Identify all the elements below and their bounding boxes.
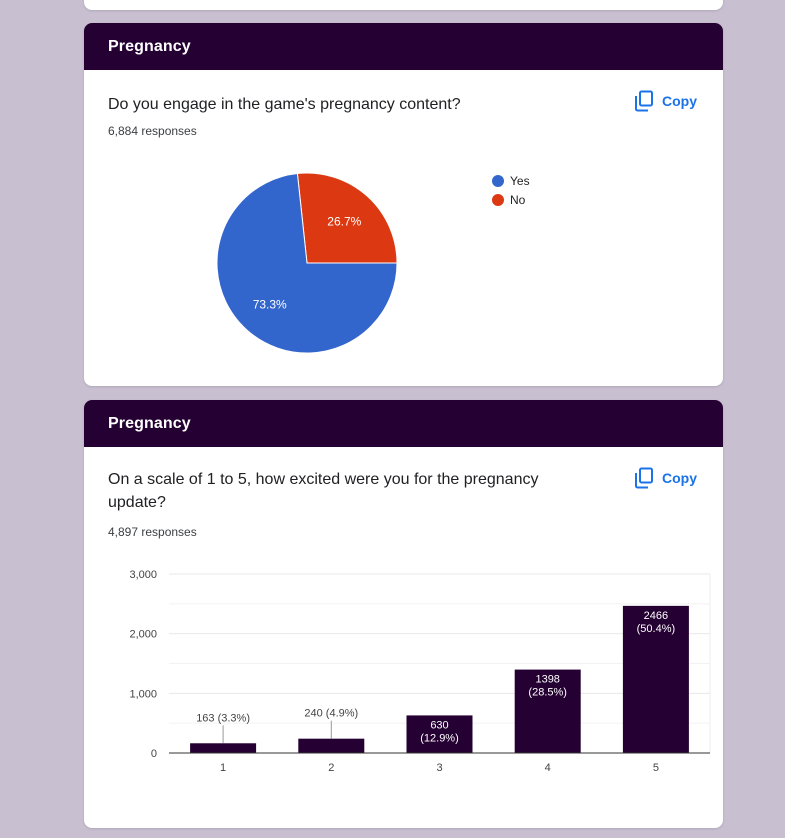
x-tick-label: 3 bbox=[436, 762, 442, 774]
copy-label: Copy bbox=[662, 470, 697, 486]
bar-5 bbox=[622, 605, 689, 753]
bar-percent-label: (12.9%) bbox=[420, 732, 459, 744]
bar-3 bbox=[406, 715, 473, 753]
question-text: Do you engage in the game's pregnancy co… bbox=[108, 96, 461, 113]
section-header: Pregnancy bbox=[84, 23, 723, 70]
response-count: 6,884 responses bbox=[108, 124, 197, 138]
bar-2 bbox=[298, 738, 365, 753]
pie-label-yes: 73.3% bbox=[253, 298, 287, 312]
response-count: 4,897 responses bbox=[108, 525, 197, 539]
question-card-engagement: Pregnancy Do you engage in the game's pr… bbox=[84, 23, 723, 386]
legend-dot-no-icon bbox=[492, 193, 504, 206]
copy-chart-button[interactable]: Copy bbox=[634, 467, 697, 489]
y-tick-label: 3,000 bbox=[129, 569, 157, 581]
bar-percent-label: (50.4%) bbox=[637, 623, 676, 635]
bar-value-label: 2466 bbox=[644, 610, 668, 622]
x-tick-label: 1 bbox=[220, 762, 226, 774]
bar-data-label: 240 (4.9%) bbox=[304, 708, 358, 720]
pie-slice-no bbox=[296, 172, 398, 264]
bar-4 bbox=[514, 669, 581, 753]
y-tick-label: 0 bbox=[151, 748, 157, 760]
section-header: Pregnancy bbox=[84, 400, 723, 447]
legend-item-no: No bbox=[492, 190, 530, 209]
question-card-excitement: Pregnancy On a scale of 1 to 5, how exci… bbox=[84, 400, 723, 828]
copy-icon bbox=[634, 90, 654, 112]
x-tick-label: 5 bbox=[653, 762, 659, 774]
section-title: Pregnancy bbox=[108, 414, 191, 432]
bar-value-label: 1398 bbox=[535, 674, 559, 686]
bar-1 bbox=[190, 743, 257, 753]
pie-slice-yes bbox=[216, 172, 398, 354]
y-tick-label: 1,000 bbox=[129, 688, 157, 700]
x-tick-label: 4 bbox=[545, 762, 551, 774]
copy-label: Copy bbox=[662, 93, 697, 109]
previous-card-bottom bbox=[84, 0, 723, 10]
bar-value-label: 630 bbox=[430, 719, 448, 731]
section-title: Pregnancy bbox=[108, 37, 191, 55]
bar-data-label: 163 (3.3%) bbox=[196, 712, 250, 724]
x-tick-label: 2 bbox=[328, 762, 334, 774]
bar-percent-label: (28.5%) bbox=[528, 687, 567, 699]
copy-chart-button[interactable]: Copy bbox=[634, 90, 697, 112]
pie-legend: Yes No bbox=[492, 171, 530, 209]
pie-label-no: 26.7% bbox=[327, 214, 361, 228]
legend-item-yes: Yes bbox=[492, 171, 530, 190]
legend-label-yes: Yes bbox=[510, 173, 530, 188]
copy-icon bbox=[634, 467, 654, 489]
pie-chart: 26.7% 73.3% bbox=[216, 172, 398, 354]
question-text: On a scale of 1 to 5, how excited were y… bbox=[108, 471, 539, 511]
legend-dot-yes-icon bbox=[492, 174, 504, 187]
y-tick-label: 2,000 bbox=[129, 629, 157, 641]
legend-label-no: No bbox=[510, 192, 526, 207]
bar-chart: 0 1,000 2,000 3,000 1 163 (3.3%) 2 240 (4.9%) 3 6… bbox=[129, 569, 711, 774]
